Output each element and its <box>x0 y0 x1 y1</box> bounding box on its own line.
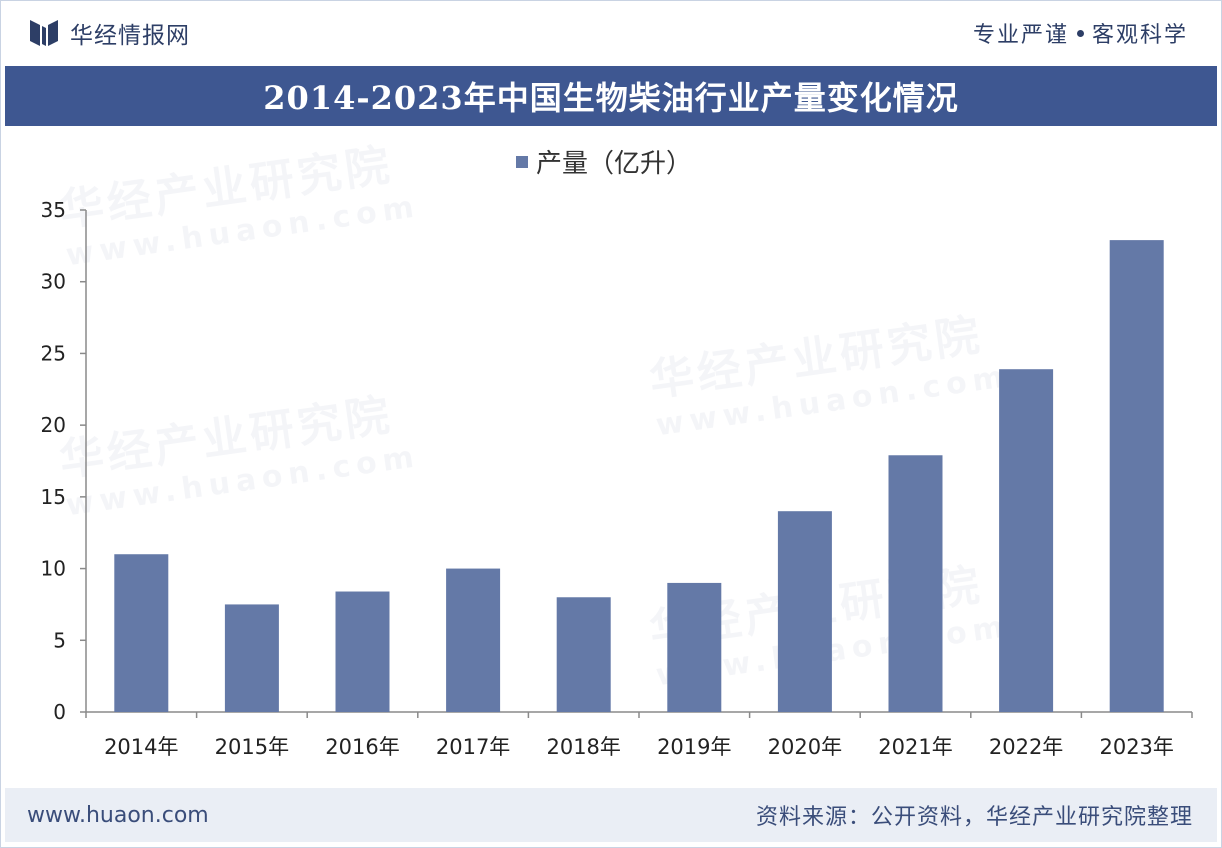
title-bar: 2014-2023年中国生物柴油行业产量变化情况 <box>5 66 1217 126</box>
bar-2022年 <box>999 369 1054 712</box>
bar-2018年 <box>556 597 611 712</box>
legend-swatch <box>516 156 528 168</box>
bar-2016年 <box>335 591 390 712</box>
header: 华经情报网 专业严谨 客观科学 <box>0 0 1222 66</box>
legend-label: 产量（亿升） <box>536 149 692 179</box>
y-tick-label: 10 <box>41 557 66 581</box>
slogan-right: 客观科学 <box>1091 23 1188 48</box>
x-axis-tickmarks <box>85 712 1193 718</box>
y-tick-label: 0 <box>53 700 66 724</box>
bar-2017年 <box>446 568 501 712</box>
x-tick-label: 2017年 <box>436 735 510 759</box>
y-tick-label: 20 <box>41 413 66 437</box>
x-tick-label: 2019年 <box>657 735 731 759</box>
footer: www.huaon.com 资料来源：公开资料，华经产业研究院整理 <box>5 788 1217 842</box>
footer-url: www.huaon.com <box>27 802 209 828</box>
footer-source: 资料来源：公开资料，华经产业研究院整理 <box>755 805 1193 830</box>
bar-2019年 <box>667 582 722 712</box>
page-title: 2014-2023年中国生物柴油行业产量变化情况 <box>263 79 959 117</box>
y-tick-label: 25 <box>41 341 66 365</box>
y-tick-label: 5 <box>53 628 66 652</box>
bars <box>114 240 1164 712</box>
huajing-logo-icon <box>30 20 58 46</box>
x-tick-label: 2022年 <box>989 735 1063 759</box>
x-tick-label: 2023年 <box>1099 735 1173 759</box>
x-tick-label: 2016年 <box>325 735 399 759</box>
bar-2020年 <box>777 511 832 712</box>
brand: 华经情报网 <box>30 16 190 50</box>
bar-2015年 <box>224 604 279 712</box>
y-axis-ticks: 0 5 10 15 20 25 30 35 <box>41 198 86 724</box>
bar-2021年 <box>888 455 943 712</box>
y-tick-label: 30 <box>41 270 66 294</box>
y-tick-label: 15 <box>41 485 66 509</box>
chart-legend: 产量（亿升） <box>516 149 692 179</box>
bar-2023年 <box>1109 240 1164 712</box>
slogan-left: 专业严谨 <box>972 23 1069 48</box>
x-tick-label: 2015年 <box>215 735 289 759</box>
x-axis-labels: 2014年 2015年 2016年 2017年 2018年 2019年 2020年 2021年… <box>104 735 1174 759</box>
slogan-dot-icon <box>1076 29 1084 37</box>
x-tick-label: 2021年 <box>878 735 952 759</box>
x-tick-label: 2018年 <box>546 735 620 759</box>
x-tick-label: 2020年 <box>768 735 842 759</box>
bar-2014年 <box>114 554 169 712</box>
brand-name: 华经情报网 <box>70 23 190 49</box>
slogan: 专业严谨 客观科学 <box>973 17 1188 49</box>
y-tick-label: 35 <box>41 198 66 222</box>
x-tick-label: 2014年 <box>104 735 178 759</box>
